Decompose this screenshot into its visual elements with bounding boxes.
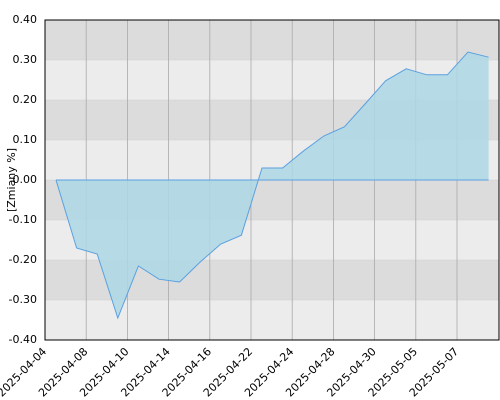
area-line xyxy=(55,51,489,320)
y-tick-label: 0.40 xyxy=(13,13,38,26)
y-tick-label: -0.20 xyxy=(9,253,37,266)
plot-frame xyxy=(44,19,500,341)
y-tick-label: 0.30 xyxy=(13,53,38,66)
y-tick-label: -0.10 xyxy=(9,213,37,226)
grid-band xyxy=(45,20,499,60)
y-tick-label: 0.00 xyxy=(13,173,38,186)
y-tick-label: 0.20 xyxy=(13,93,38,106)
area-fill xyxy=(56,52,489,318)
y-axis-label: [Zmiany %] xyxy=(5,148,18,212)
y-tick-label: -0.30 xyxy=(9,293,37,306)
y-tick-label: -0.40 xyxy=(9,333,37,346)
y-tick-label: 0.10 xyxy=(13,133,38,146)
